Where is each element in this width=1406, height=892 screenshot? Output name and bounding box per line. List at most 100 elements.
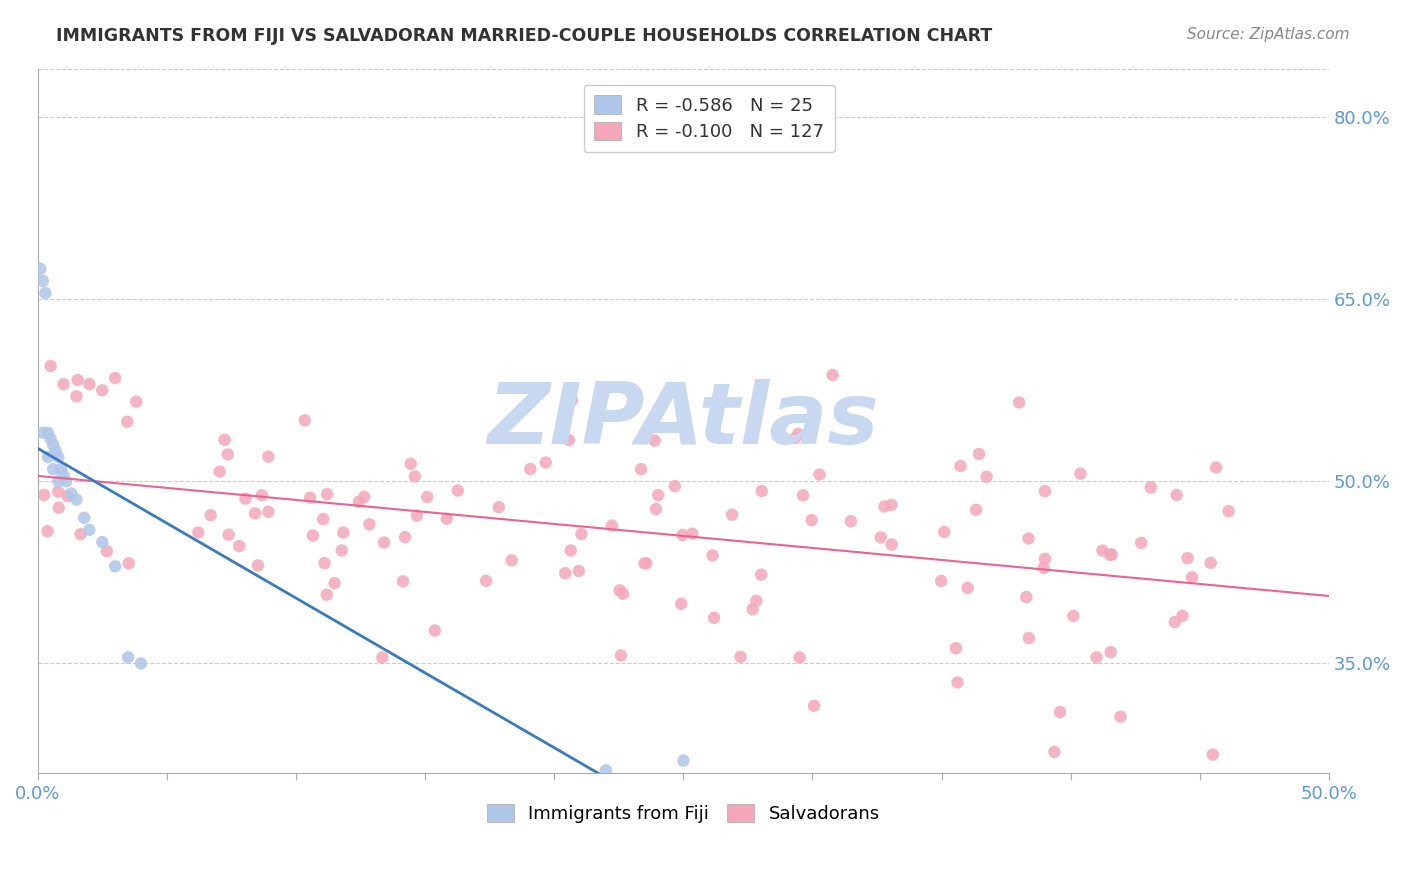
Point [1130, 536, 1153, 550]
Point [534, 456, 557, 470]
Point [399, 457, 422, 471]
Point [721, 508, 744, 522]
Point [55, 475, 77, 489]
Point [1109, 709, 1132, 723]
Point [218, 527, 240, 541]
Point [392, 574, 415, 589]
Point [1166, 488, 1188, 502]
Point [1049, 705, 1071, 719]
Point [1018, 631, 1040, 645]
Point [633, 557, 655, 571]
Point [1140, 480, 1163, 494]
Point [956, 581, 979, 595]
Point [404, 469, 426, 483]
Point [46, 484, 69, 499]
Point [66, 373, 89, 387]
Point [803, 698, 825, 713]
Point [787, 426, 810, 441]
Point [1171, 608, 1194, 623]
Point [46, 475, 69, 489]
Point [664, 479, 686, 493]
Point [600, 518, 623, 533]
Point [32, 488, 55, 502]
Point [681, 526, 703, 541]
Point [235, 491, 257, 506]
Point [371, 650, 394, 665]
Legend: Immigrants from Fiji, Salvadorans: Immigrants from Fiji, Salvadorans [477, 793, 891, 834]
Point [1181, 570, 1204, 584]
Point [1032, 561, 1054, 575]
Point [314, 556, 336, 570]
Point [488, 500, 510, 515]
Point [800, 513, 823, 527]
Point [228, 539, 250, 553]
Point [946, 675, 969, 690]
Point [869, 530, 891, 544]
Point [1018, 532, 1040, 546]
Point [200, 508, 222, 523]
Point [808, 467, 831, 482]
Point [609, 583, 631, 598]
Point [1062, 609, 1084, 624]
Point [880, 537, 903, 551]
Point [1085, 650, 1108, 665]
Point [630, 462, 652, 476]
Point [312, 512, 335, 526]
Point [214, 433, 236, 447]
Point [405, 508, 427, 523]
Point [37, 524, 59, 539]
Point [560, 543, 582, 558]
Point [52, 468, 75, 483]
Point [45, 444, 67, 458]
Point [52, 377, 75, 392]
Point [612, 587, 634, 601]
Point [821, 368, 844, 382]
Point [1177, 551, 1199, 566]
Point [636, 557, 658, 571]
Point [1101, 548, 1123, 562]
Point [316, 487, 339, 501]
Point [645, 502, 668, 516]
Point [672, 754, 695, 768]
Text: Source: ZipAtlas.com: Source: ZipAtlas.com [1187, 27, 1350, 42]
Point [1043, 745, 1066, 759]
Point [104, 371, 127, 385]
Point [91, 535, 114, 549]
Point [31, 274, 53, 288]
Point [789, 650, 811, 665]
Point [243, 506, 266, 520]
Point [117, 650, 139, 665]
Point [880, 498, 903, 512]
Point [1008, 395, 1031, 409]
Point [554, 566, 576, 581]
Point [730, 649, 752, 664]
Point [644, 434, 666, 448]
Point [1164, 615, 1187, 629]
Point [104, 559, 127, 574]
Point [39, 432, 62, 446]
Point [359, 517, 381, 532]
Point [1015, 590, 1038, 604]
Point [751, 483, 773, 498]
Point [39, 359, 62, 373]
Point [347, 494, 370, 508]
Point [315, 588, 337, 602]
Point [129, 657, 152, 671]
Point [1205, 460, 1227, 475]
Point [501, 553, 523, 567]
Point [34, 286, 56, 301]
Point [1099, 645, 1122, 659]
Point [945, 641, 967, 656]
Point [69, 527, 91, 541]
Point [783, 431, 806, 445]
Point [37, 425, 59, 440]
Point [125, 394, 148, 409]
Point [647, 488, 669, 502]
Point [91, 384, 114, 398]
Point [250, 488, 273, 502]
Point [1033, 552, 1056, 566]
Point [49, 462, 72, 476]
Point [257, 505, 280, 519]
Point [187, 525, 209, 540]
Point [1033, 484, 1056, 499]
